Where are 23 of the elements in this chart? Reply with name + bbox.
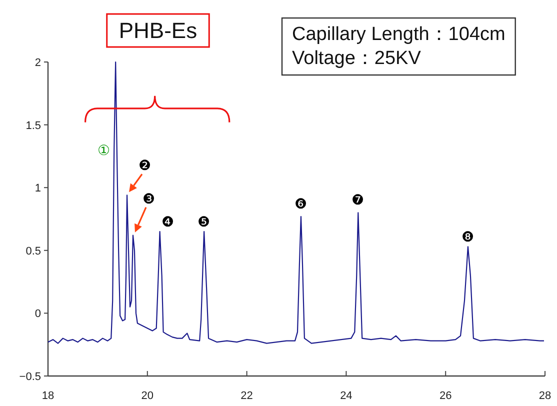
annotation: ①	[98, 142, 111, 158]
annotation: ❷	[138, 157, 152, 174]
y-tick-label: 1.5	[26, 120, 41, 132]
annotation: Voltage：25KV	[292, 48, 422, 69]
y-tick-label: −0.5	[19, 371, 41, 383]
y-tick-label: 0.5	[26, 245, 41, 258]
y-tick-label: 1	[34, 182, 41, 195]
x-tick-label: 24	[340, 390, 352, 402]
text: Capillary Length：104cm	[292, 24, 506, 45]
annotation: ❻	[294, 195, 308, 212]
annotation: ❽	[461, 228, 474, 245]
annotation: ❸	[142, 190, 156, 206]
x-tick-label: 18	[42, 390, 54, 402]
y-tick-label: 0	[34, 308, 41, 320]
annotation: ❼	[352, 192, 365, 208]
text: PHB-Es	[118, 18, 198, 43]
annotation: ❺	[198, 214, 211, 230]
x-tick-label: 20	[141, 390, 154, 402]
x-tick-label: 28	[538, 390, 552, 402]
x-tick-label: 22	[240, 390, 253, 402]
annotation: ❹	[161, 214, 174, 230]
y-tick-label: 2	[34, 57, 41, 69]
x-tick-label: 26	[439, 390, 452, 402]
